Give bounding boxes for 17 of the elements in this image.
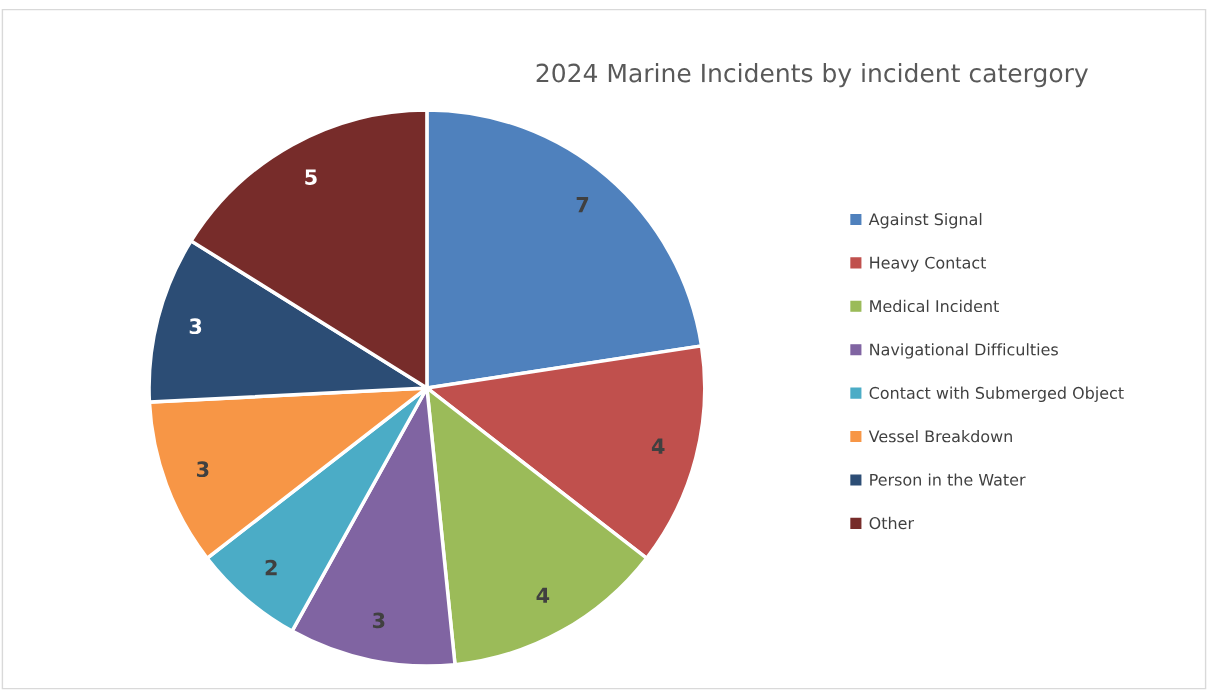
legend-label: Person in the Water: [870, 473, 1026, 486]
data-label: 5: [305, 169, 317, 185]
data-label: 3: [196, 461, 209, 478]
data-label: 3: [189, 318, 202, 335]
data-label: 3: [372, 612, 385, 629]
legend-label: Vessel Breakdown: [868, 429, 1012, 443]
legend-label: Medical Incident: [870, 299, 999, 313]
data-label: 2: [265, 559, 277, 576]
legend-label: Contact with Submerged Object: [869, 386, 1124, 403]
legend-label: Against Signal: [868, 212, 982, 229]
legend-label: Navigational Difficulties: [870, 343, 1058, 359]
legend-label: Heavy Contact: [870, 256, 987, 272]
data-label: 7: [576, 197, 589, 213]
data-label: 4: [651, 438, 665, 454]
legend-label: Other: [869, 516, 915, 530]
chart-title: 2024 Marine Incidents by incident catergory: [536, 63, 1088, 88]
data-label: 4: [536, 587, 550, 603]
